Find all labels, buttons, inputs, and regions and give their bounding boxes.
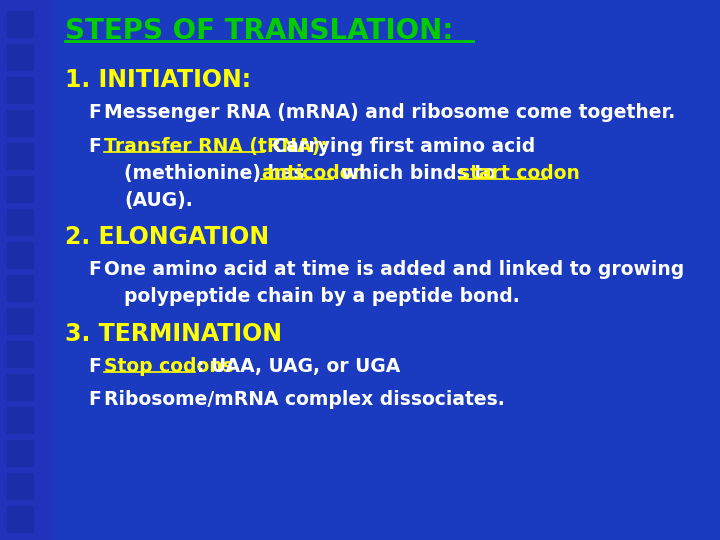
Bar (7, 506, 33, 532)
Text: Carrying first amino acid: Carrying first amino acid (266, 137, 535, 156)
Text: F: F (88, 357, 101, 376)
Bar (7, 77, 33, 103)
Bar (7, 473, 33, 499)
Text: 2. ELONGATION: 2. ELONGATION (65, 225, 269, 249)
Bar (7, 209, 33, 235)
Text: 3. TERMINATION: 3. TERMINATION (65, 322, 282, 346)
Text: Stop codons: Stop codons (104, 357, 234, 376)
Bar (7, 44, 33, 70)
Bar (7, 176, 33, 202)
Text: F: F (88, 390, 101, 409)
Bar (0, 0, 52, 540)
Bar (7, 374, 33, 400)
Text: Ribosome/mRNA complex dissociates.: Ribosome/mRNA complex dissociates. (104, 390, 505, 409)
Text: STEPS OF TRANSLATION:: STEPS OF TRANSLATION: (65, 17, 454, 45)
Bar (7, 341, 33, 367)
Text: (AUG).: (AUG). (124, 191, 193, 210)
Text: polypeptide chain by a peptide bond.: polypeptide chain by a peptide bond. (124, 287, 520, 306)
Bar (7, 110, 33, 136)
Text: 1. INITIATION:: 1. INITIATION: (65, 68, 251, 92)
Bar (7, 11, 33, 37)
Text: F: F (88, 103, 101, 122)
Text: One amino acid at time is added and linked to growing: One amino acid at time is added and link… (104, 260, 684, 279)
Bar (7, 242, 33, 268)
Text: start codon: start codon (459, 164, 580, 183)
Text: anticodon: anticodon (261, 164, 366, 183)
Bar (7, 275, 33, 301)
Bar (7, 407, 33, 433)
Bar (7, 143, 33, 169)
Text: : UAA, UAG, or UGA: : UAA, UAG, or UGA (197, 357, 400, 376)
Bar (7, 440, 33, 466)
Text: Messenger RNA (mRNA) and ribosome come together.: Messenger RNA (mRNA) and ribosome come t… (104, 103, 675, 122)
Text: F: F (88, 137, 101, 156)
Text: which binds to: which binds to (335, 164, 503, 183)
Text: (methionine) has: (methionine) has (124, 164, 311, 183)
Bar (7, 308, 33, 334)
Text: F: F (88, 260, 101, 279)
Text: Transfer RNA (tRNA):: Transfer RNA (tRNA): (104, 137, 328, 156)
